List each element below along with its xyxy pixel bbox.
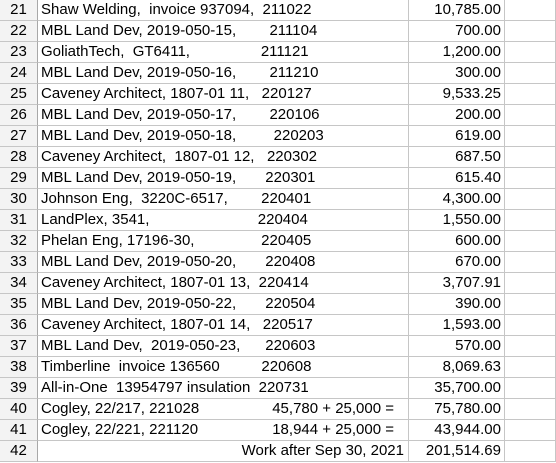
empty-cell [505, 21, 556, 42]
empty-cell [505, 378, 556, 399]
label-cell: MBL Land Dev, 2019-050-20, 220408 [38, 252, 409, 273]
amount-cell: 1,593.00 [409, 315, 505, 336]
empty-cell [505, 84, 556, 105]
row-header: 32 [0, 231, 38, 252]
row-header: 22 [0, 21, 38, 42]
label-cell: Caveney Architect, 1807-01 12, 220302 [38, 147, 409, 168]
empty-cell [505, 441, 556, 462]
label-cell: Caveney Architect, 1807-01 11, 220127 [38, 84, 409, 105]
row-header: 31 [0, 210, 38, 231]
row-header: 33 [0, 252, 38, 273]
formula-note: 45,780 + 25,000 = [272, 400, 394, 417]
label-cell: MBL Land Dev, 2019-050-18, 220203 [38, 126, 409, 147]
row-header: 34 [0, 273, 38, 294]
row-header: 27 [0, 126, 38, 147]
label-cell: All-in-One 13954797 insulation 220731 [38, 378, 409, 399]
row-header: 21 [0, 0, 38, 21]
amount-cell: 700.00 [409, 21, 505, 42]
label-cell: Work after Sep 30, 2021 [38, 441, 409, 462]
amount-cell: 1,550.00 [409, 210, 505, 231]
label-cell: Johnson Eng, 3220C-6517, 220401 [38, 189, 409, 210]
label-cell: MBL Land Dev, 2019-050-23, 220603 [38, 336, 409, 357]
empty-cell [505, 126, 556, 147]
amount-cell: 687.50 [409, 147, 505, 168]
amount-cell: 43,944.00 [409, 420, 505, 441]
row-header: 30 [0, 189, 38, 210]
amount-cell: 615.40 [409, 168, 505, 189]
amount-cell: 200.00 [409, 105, 505, 126]
empty-cell [505, 0, 556, 21]
empty-cell [505, 294, 556, 315]
empty-cell [505, 210, 556, 231]
amount-cell: 10,785.00 [409, 0, 505, 21]
row-header: 40 [0, 399, 38, 420]
amount-cell: 9,533.25 [409, 84, 505, 105]
amount-cell: 75,780.00 [409, 399, 505, 420]
row-header: 36 [0, 315, 38, 336]
label-cell: MBL Land Dev, 2019-050-16, 211210 [38, 63, 409, 84]
row-header: 25 [0, 84, 38, 105]
amount-cell: 201,514.69 [409, 441, 505, 462]
row-header: 39 [0, 378, 38, 399]
empty-cell [505, 42, 556, 63]
label-cell: Timberline invoice 136560 220608 [38, 357, 409, 378]
row-header: 26 [0, 105, 38, 126]
amount-cell: 390.00 [409, 294, 505, 315]
amount-cell: 4,300.00 [409, 189, 505, 210]
label-cell: Shaw Welding, invoice 937094, 211022 [38, 0, 409, 21]
label-cell: GoliathTech, GT6411, 211121 [38, 42, 409, 63]
row-header: 38 [0, 357, 38, 378]
empty-cell [505, 399, 556, 420]
empty-cell [505, 315, 556, 336]
label-cell: MBL Land Dev, 2019-050-22, 220504 [38, 294, 409, 315]
label-cell: MBL Land Dev, 2019-050-17, 220106 [38, 105, 409, 126]
amount-cell: 619.00 [409, 126, 505, 147]
label-cell: LandPlex, 3541, 220404 [38, 210, 409, 231]
empty-cell [505, 336, 556, 357]
label-cell: Caveney Architect, 1807-01 13, 220414 [38, 273, 409, 294]
row-header: 35 [0, 294, 38, 315]
label-cell: MBL Land Dev, 2019-050-19, 220301 [38, 168, 409, 189]
amount-cell: 8,069.63 [409, 357, 505, 378]
row-header: 23 [0, 42, 38, 63]
label-cell: MBL Land Dev, 2019-050-15, 211104 [38, 21, 409, 42]
formula-note: 18,944 + 25,000 = [272, 421, 394, 438]
empty-cell [505, 147, 556, 168]
row-header: 42 [0, 441, 38, 462]
amount-cell: 1,200.00 [409, 42, 505, 63]
row-header: 28 [0, 147, 38, 168]
empty-cell [505, 357, 556, 378]
empty-cell [505, 168, 556, 189]
empty-cell [505, 252, 556, 273]
label-cell: Cogley, 22/221, 221120 18,944 + 25,000 = [38, 420, 409, 441]
amount-cell: 670.00 [409, 252, 505, 273]
row-header: 29 [0, 168, 38, 189]
amount-cell: 35,700.00 [409, 378, 505, 399]
label-cell: Cogley, 22/217, 221028 45,780 + 25,000 = [38, 399, 409, 420]
amount-cell: 3,707.91 [409, 273, 505, 294]
label-cell: Caveney Architect, 1807-01 14, 220517 [38, 315, 409, 336]
amount-cell: 300.00 [409, 63, 505, 84]
amount-cell: 600.00 [409, 231, 505, 252]
row-header: 37 [0, 336, 38, 357]
empty-cell [505, 420, 556, 441]
empty-cell [505, 273, 556, 294]
empty-cell [505, 63, 556, 84]
empty-cell [505, 231, 556, 252]
row-header: 41 [0, 420, 38, 441]
empty-cell [505, 105, 556, 126]
row-header: 24 [0, 63, 38, 84]
label-cell: Phelan Eng, 17196-30, 220405 [38, 231, 409, 252]
empty-cell [505, 189, 556, 210]
amount-cell: 570.00 [409, 336, 505, 357]
